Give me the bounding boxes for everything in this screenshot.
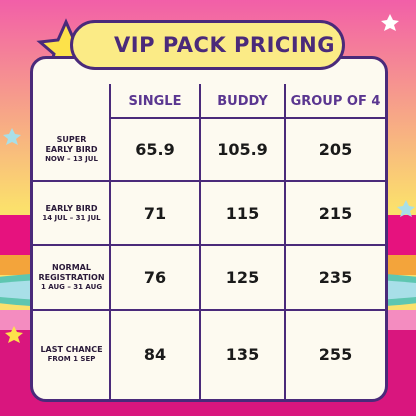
row-label-line: REGISTRATION — [38, 273, 105, 282]
price: 84 — [143, 344, 167, 364]
price: 205 — [318, 140, 353, 159]
price: 135 — [225, 344, 260, 364]
row-date: 1 AUG – 31 AUG — [40, 283, 103, 291]
price: 65.9 — [135, 140, 175, 159]
price: 125 — [225, 268, 260, 287]
price: 76 — [143, 268, 167, 287]
row-label-line: SUPER — [56, 135, 87, 144]
price: 105.9 — [217, 140, 268, 159]
row-label: EARLY BIRD 14 JUL – 31 JUL — [33, 181, 110, 245]
row-date: FROM 1 SEP — [47, 354, 96, 363]
row-label: LAST CHANCE FROM 1 SEP — [33, 310, 110, 398]
column-header: BUDDY — [217, 93, 268, 109]
row-date: 14 JUL – 31 JUL — [42, 213, 101, 222]
column-header: GROUP OF 4 — [290, 93, 381, 109]
price: 235 — [318, 268, 353, 287]
price: 255 — [318, 344, 353, 364]
column-header: SINGLE — [128, 93, 182, 109]
price: 71 — [143, 203, 167, 223]
row-label-line: EARLY BIRD — [45, 203, 98, 213]
row-date: NOW – 13 JUL — [45, 155, 98, 163]
row-label: NORMAL REGISTRATION 1 AUG – 31 AUG — [33, 245, 110, 310]
row-label-line: EARLY BIRD — [45, 145, 98, 154]
price: 115 — [225, 203, 260, 223]
price: 215 — [318, 203, 353, 223]
title: VIP PACK PRICING — [70, 20, 345, 70]
row-label-line: LAST CHANCE — [40, 344, 103, 354]
row-label: SUPER EARLY BIRD NOW – 13 JUL — [33, 118, 110, 181]
row-label-line: NORMAL — [52, 263, 91, 272]
